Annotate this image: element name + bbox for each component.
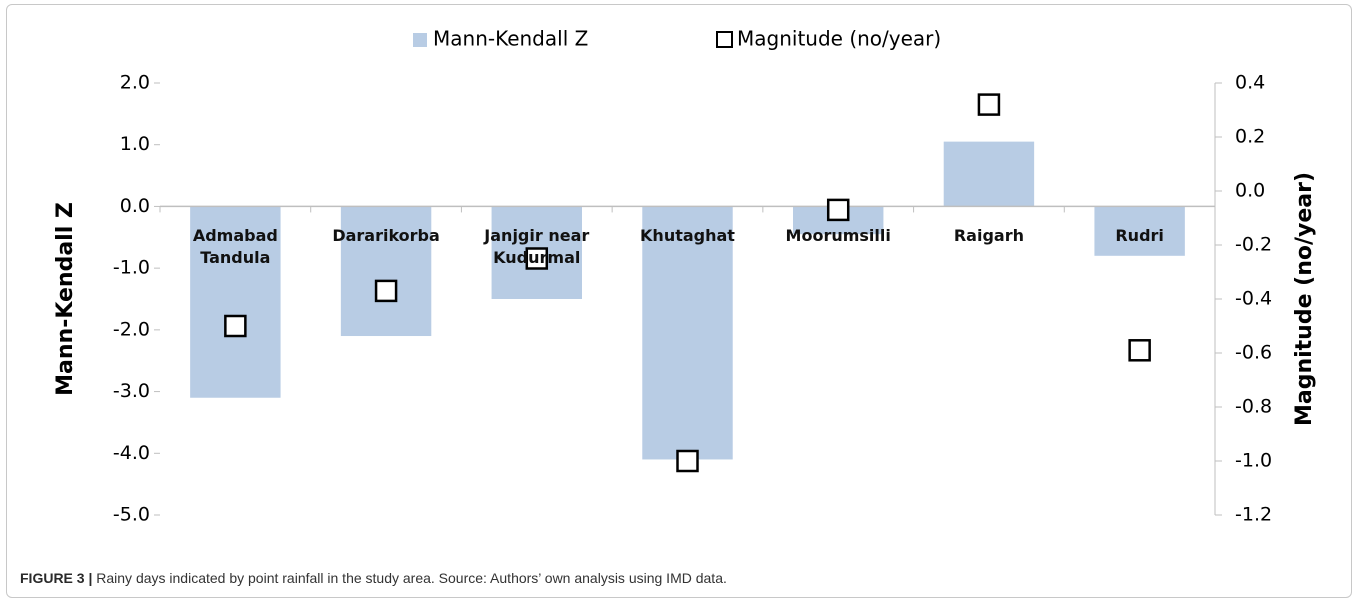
marker bbox=[826, 198, 850, 222]
y-tick-label: -1.0 bbox=[113, 257, 150, 279]
y2-tick-label: -0.2 bbox=[1235, 234, 1272, 256]
y-tick-label: 0.0 bbox=[120, 195, 150, 217]
y-tick-label: -2.0 bbox=[113, 318, 150, 340]
caption-text: Rainy days indicated by point rainfall i… bbox=[96, 570, 727, 586]
bar bbox=[190, 206, 281, 398]
x-tick-label: Janjgir near Kudurmal bbox=[484, 226, 590, 268]
legend-swatch bbox=[716, 31, 733, 48]
legend-label: Mann-Kendall Z bbox=[433, 27, 588, 51]
caption-label: FIGURE 3 | bbox=[20, 570, 93, 586]
y-tick-label: -3.0 bbox=[113, 380, 150, 402]
figure-frame bbox=[6, 4, 1352, 598]
y2-tick-label: -1.2 bbox=[1235, 504, 1272, 526]
y-tick-label: -5.0 bbox=[113, 504, 150, 526]
x-tick-label: Rudri bbox=[1115, 226, 1164, 246]
y2-tick-label: -0.4 bbox=[1235, 288, 1272, 310]
bar bbox=[642, 206, 733, 460]
y2-tick-label: 0.0 bbox=[1235, 180, 1265, 202]
marker bbox=[1128, 339, 1151, 362]
caption: FIGURE 3 | Rainy days indicated by point… bbox=[20, 570, 727, 586]
y2-axis-title: Magnitude (no/year) bbox=[1292, 172, 1317, 426]
y-tick-label: 1.0 bbox=[120, 133, 150, 155]
bar bbox=[1094, 206, 1185, 256]
y-tick-label: -4.0 bbox=[113, 442, 150, 464]
marker bbox=[525, 247, 549, 270]
bar bbox=[943, 141, 1035, 207]
y-axis-title: Mann-Kendall Z bbox=[53, 202, 78, 396]
marker bbox=[224, 314, 247, 338]
y2-tick-label: 0.4 bbox=[1235, 72, 1265, 94]
y-tick-label: 2.0 bbox=[120, 72, 150, 94]
bar bbox=[340, 206, 432, 337]
x-tick-label: Moorumsilli bbox=[785, 226, 891, 246]
y2-tick-label: -1.0 bbox=[1235, 450, 1272, 472]
x-tick-label: Admabad Tandula bbox=[192, 226, 278, 268]
marker bbox=[374, 279, 398, 303]
y2-tick-label: -0.6 bbox=[1235, 342, 1272, 364]
y2-tick-label: 0.2 bbox=[1235, 126, 1265, 148]
x-tick-label: Dararikorba bbox=[332, 226, 440, 246]
legend-swatch bbox=[413, 33, 427, 47]
legend-label: Magnitude (no/year) bbox=[737, 27, 941, 51]
marker bbox=[676, 449, 699, 473]
x-tick-label: Khutaghat bbox=[640, 226, 735, 246]
x-tick-label: Raigarh bbox=[953, 226, 1024, 246]
y2-tick-label: -0.8 bbox=[1235, 396, 1272, 418]
marker bbox=[977, 93, 1001, 116]
